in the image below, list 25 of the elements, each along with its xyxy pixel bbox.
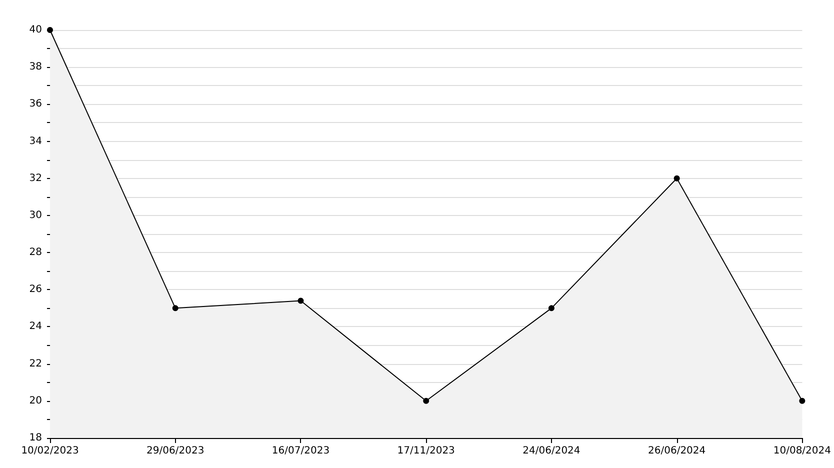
x-tick-label: 17/11/2023: [397, 446, 455, 456]
y-tick-label: 26: [29, 284, 42, 296]
y-tick-label: 22: [29, 358, 42, 370]
y-tick-label: 38: [29, 62, 42, 73]
point: [799, 398, 806, 404]
x-tick-label: 29/06/2023: [146, 446, 204, 456]
y-tick-label: 34: [29, 136, 42, 147]
x-tick-label: 10/02/2023: [21, 446, 79, 456]
y-tick-label: 40: [29, 24, 42, 36]
point: [548, 305, 554, 312]
y-tick-label: 28: [29, 247, 42, 258]
point: [423, 398, 430, 404]
y-tick-label: 18: [29, 432, 42, 444]
y-tick-label: 24: [29, 321, 42, 332]
x-tick-label: 26/06/2024: [648, 446, 706, 456]
x-tick-label: 16/07/2023: [272, 446, 330, 456]
y-tick-label: 32: [29, 172, 42, 184]
x-tick-label: 10/08/2024: [773, 446, 831, 456]
y-tick-label: 20: [29, 395, 42, 406]
y-tick-label: 36: [29, 98, 42, 110]
point: [674, 175, 680, 182]
x-tick-label: 24/06/2024: [522, 446, 580, 456]
point: [298, 298, 304, 304]
y-tick-label: 30: [29, 210, 42, 221]
point: [172, 305, 178, 312]
